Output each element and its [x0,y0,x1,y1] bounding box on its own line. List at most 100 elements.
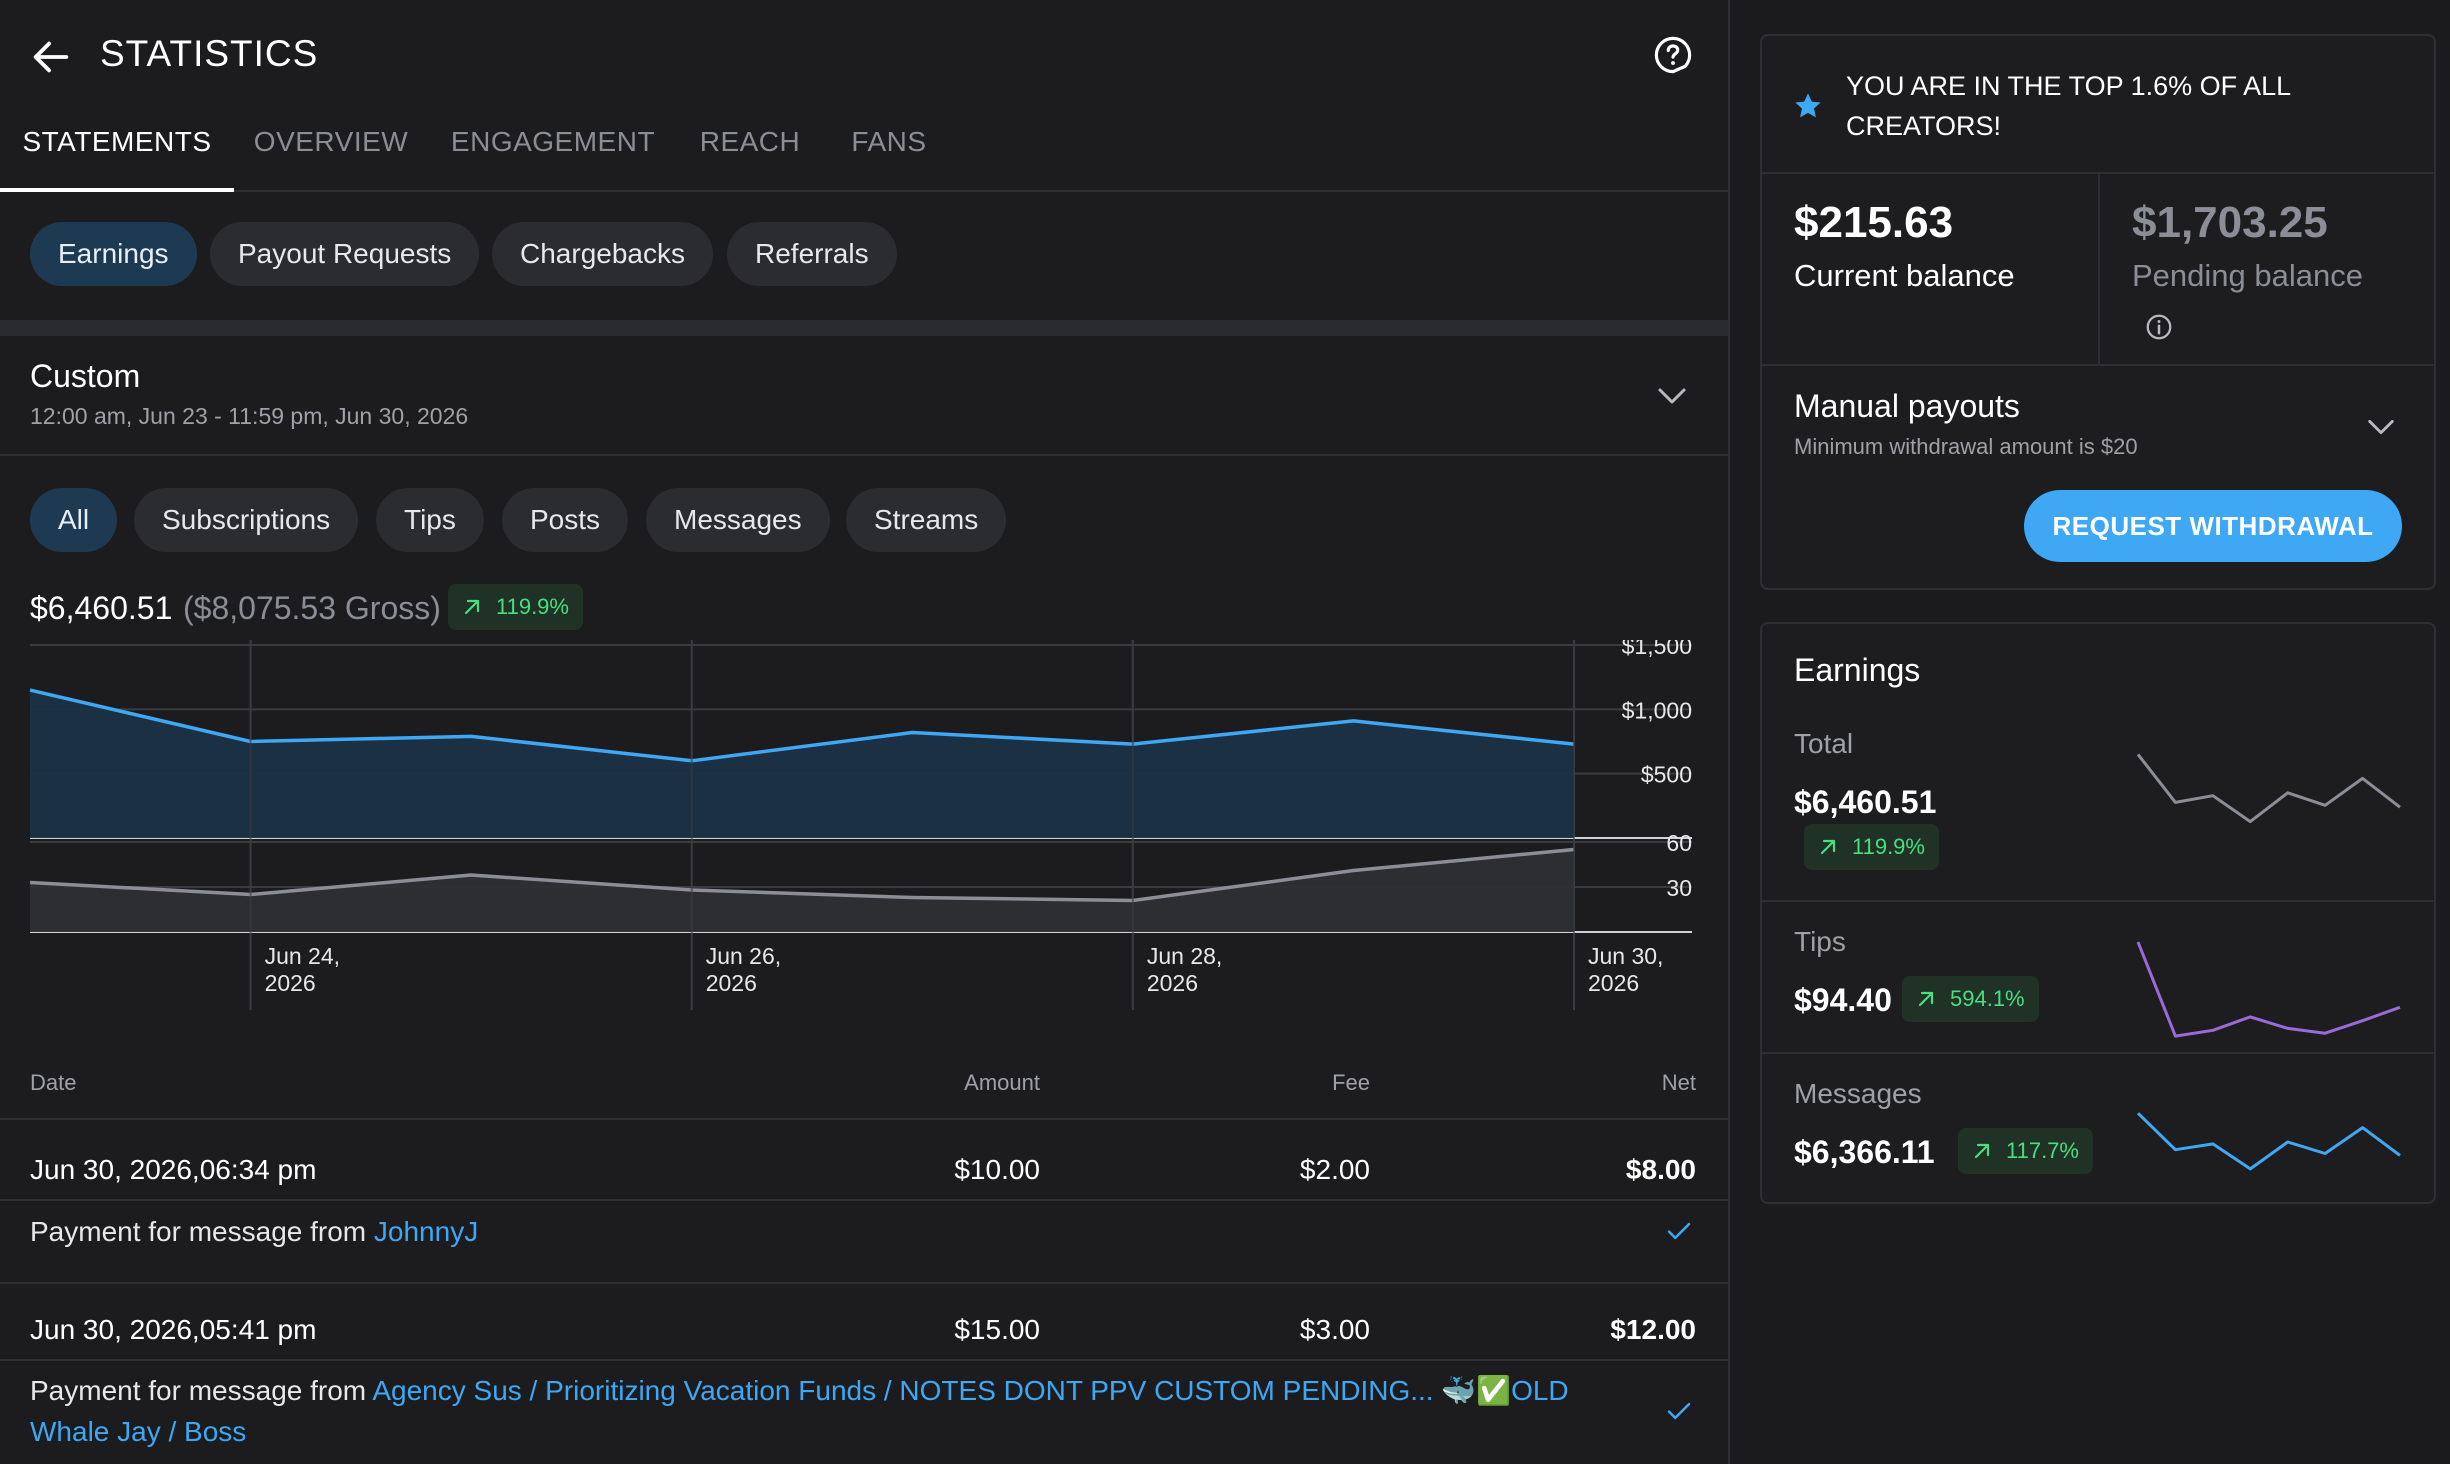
trend-up-icon [1918,991,1934,1007]
chevron-down-icon[interactable] [1652,378,1692,414]
pending-balance-label: Pending balance [2132,258,2363,293]
range-title: Custom [30,358,141,394]
series-area [30,690,1574,838]
back-arrow-icon[interactable] [28,34,74,80]
change-value: 594.1% [1950,986,2025,1011]
row-net: $8.00 [1625,1154,1696,1185]
divider [0,1118,1728,1120]
tab-reach[interactable]: REACH [699,126,801,157]
filter-subscriptions[interactable]: Subscriptions [134,488,359,552]
y-tick-label: $1,500 [1622,640,1692,659]
panel-divider [1728,0,1730,1464]
range-subtitle: 12:00 am, Jun 23 - 11:59 pm, Jun 30, 202… [30,403,469,429]
active-tab-indicator [0,188,234,192]
pill-chargebacks[interactable]: Chargebacks [492,222,713,286]
current-balance-label: Current balance [1794,258,2015,293]
pill-payout-requests[interactable]: Payout Requests [210,222,480,286]
sparkline-total [2136,753,2401,824]
column-header-date: Date [30,1070,77,1095]
tab-statements[interactable]: STATEMENTS [22,126,212,157]
column-header-net: Net [1661,1070,1696,1095]
net-earnings-total: $6,460.51 [30,590,173,626]
row-fee: $3.00 [1299,1314,1370,1345]
section-divider [0,320,1728,336]
change-value: 119.9% [496,594,569,619]
x-tick-label: 2026 [1588,970,1639,996]
pending-balance-amount: $1,703.25 [2132,198,2328,247]
divider [1762,364,2434,366]
earnings-total-label: Total [1794,728,1854,759]
pill-earnings[interactable]: Earnings [30,222,197,286]
x-tick-label: Jun 26, [706,943,781,969]
earnings-tips-label: Tips [1794,926,1846,957]
manual-payouts-subtitle: Minimum withdrawal amount is $20 [1794,434,2138,459]
pill-referrals[interactable]: Referrals [727,222,897,286]
x-tick-label: Jun 28, [1147,943,1222,969]
statistics-tabs: STATEMENTS OVERVIEW ENGAGEMENT REACH FAN… [0,112,1728,192]
divider [0,1199,1728,1201]
row-description: Payment for message from JohnnyJ [30,1211,1630,1252]
row-net: $12.00 [1610,1314,1696,1345]
filter-messages[interactable]: Messages [646,488,830,552]
row-date: Jun 30, 2026,06:34 pm [30,1154,317,1185]
divider [1762,1052,2434,1054]
change-value: 117.7% [2006,1138,2079,1163]
x-tick-label: Jun 30, [1588,943,1663,969]
row-fee: $2.00 [1299,1154,1370,1185]
filter-tips[interactable]: Tips [376,488,484,552]
check-icon [1667,1222,1691,1240]
earnings-messages-value: $6,366.11 [1794,1134,1935,1170]
trend-up-icon [464,599,480,615]
change-badge: 117.7% [1958,1128,2093,1174]
row-date: Jun 30, 2026,05:41 pm [30,1314,317,1345]
filter-all[interactable]: All [30,488,118,552]
column-header-fee: Fee [1332,1070,1370,1095]
filter-posts[interactable]: Posts [502,488,629,552]
y-tick-label: 60 [1666,830,1692,856]
trend-up-icon [1820,839,1836,855]
statistics-main-panel: STATISTICS STATEMENTS OVERVIEW ENGAGEMEN… [0,33,1728,1452]
y-tick-label: $1,000 [1622,697,1692,723]
fan-link[interactable]: Agency Sus / Prioritizing Vacation Funds… [30,1375,1569,1447]
sparkline-path [2136,941,2401,1038]
x-tick-label: 2026 [265,970,316,996]
row-description: Payment for message from Agency Sus / Pr… [30,1370,1630,1452]
check-icon [1667,1402,1691,1420]
chevron-down-icon[interactable] [2362,410,2400,444]
help-icon[interactable] [1652,34,1694,76]
tab-overview[interactable]: OVERVIEW [253,126,409,157]
change-badge: 119.9% [1804,824,1939,870]
divider [2098,174,2100,364]
fan-link[interactable]: JohnnyJ [373,1216,479,1247]
manual-payouts-title: Manual payouts [1794,388,2020,424]
star-icon [1795,93,1821,118]
series-line [29,847,1575,903]
earnings-tips-value: $94.40 [1794,982,1892,1018]
earnings-card [1760,622,2436,1204]
top-creator-banner: YOU ARE IN THE TOP 1.6% OF ALL CREATORS! [1846,71,2291,141]
y-tick-label: $500 [1641,762,1692,788]
earnings-card-title: Earnings [1794,652,1921,688]
info-icon[interactable] [2144,312,2174,342]
series-line [29,688,1575,763]
divider [1762,172,2434,174]
trend-up-icon [1974,1143,1990,1159]
earnings-total-value: $6,460.51 [1794,784,1937,820]
current-balance-amount: $215.63 [1794,198,1954,247]
description-text: Payment for message from [30,1375,373,1406]
request-withdrawal-button[interactable]: REQUEST WITHDRAWAL [2024,490,2402,562]
divider [0,1282,1728,1284]
row-amount: $10.00 [954,1154,1040,1185]
sparkline-path [2136,1112,2401,1171]
tab-fans[interactable]: FANS [851,126,927,157]
filter-streams[interactable]: Streams [846,488,1007,552]
page-title: STATISTICS [100,33,319,74]
x-tick-label: 2026 [706,970,757,996]
change-badge: 119.9% [448,584,583,630]
row-amount: $15.00 [954,1314,1040,1345]
change-value: 119.9% [1852,834,1925,859]
tab-engagement[interactable]: ENGAGEMENT [450,126,656,157]
divider [0,454,1728,456]
earnings-messages-label: Messages [1794,1078,1922,1109]
